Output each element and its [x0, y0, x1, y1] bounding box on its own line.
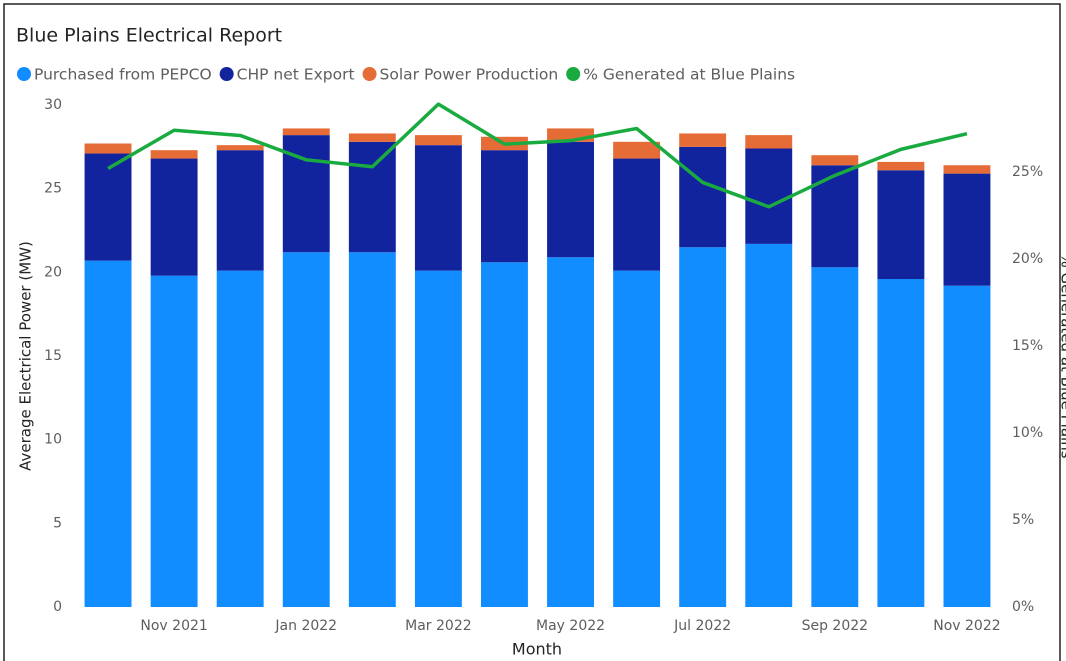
bar-segment — [481, 150, 528, 263]
y-tick-label: 0 — [53, 599, 62, 615]
bar-segment — [943, 285, 991, 607]
legend-marker — [566, 67, 581, 81]
legend-label: % Generated at Blue Plains — [583, 66, 795, 84]
legend-marker — [17, 67, 31, 81]
bar-segment — [84, 143, 132, 154]
chart-title: Blue Plains Electrical Report — [16, 25, 282, 47]
y2-tick-label: 0% — [1012, 599, 1034, 615]
bar-segment — [414, 145, 462, 271]
legend-label: CHP net Export — [237, 66, 355, 84]
y-tick-label: 20 — [44, 264, 62, 280]
y2-tick-label: 20% — [1012, 251, 1043, 267]
bar-segment — [613, 270, 661, 607]
x-tick-label: Nov 2021 — [140, 618, 207, 634]
bar-segment — [84, 260, 132, 607]
legend-label: Solar Power Production — [380, 66, 559, 84]
bar-segment — [811, 155, 859, 166]
x-tick-label: Sep 2022 — [802, 618, 868, 634]
frame — [3, 3, 1061, 661]
x-tick-label: Nov 2022 — [933, 618, 1000, 634]
y-tick-label: 5 — [53, 515, 62, 531]
bar-segment — [745, 148, 793, 244]
bar-segment — [414, 135, 462, 146]
legend-marker — [362, 67, 377, 81]
y2-tick-label: 15% — [1012, 338, 1043, 354]
bar-segment — [150, 150, 198, 159]
y-tick-label: 10 — [44, 432, 62, 448]
bar-segment — [745, 135, 793, 149]
bar-segment — [547, 257, 594, 607]
x-tick-label: Mar 2022 — [405, 618, 472, 634]
bar-segment — [216, 150, 264, 271]
bar-segment — [348, 141, 396, 253]
bar-segment — [216, 145, 264, 151]
bar-segment — [613, 158, 661, 271]
bar-segment — [613, 141, 661, 159]
line — [107, 102, 968, 209]
y2-tick-label: 25% — [1012, 164, 1043, 180]
bar-segment — [348, 252, 396, 607]
x-tick-label: Jan 2022 — [274, 618, 337, 634]
x-tick-label: Jul 2022 — [673, 618, 731, 634]
bar-segment — [216, 270, 264, 607]
bar-segment — [414, 270, 462, 607]
y-tick-label: 15 — [44, 348, 62, 364]
bar-segment — [745, 243, 793, 608]
x-axis-title: Month — [512, 640, 562, 659]
bar-segment — [811, 165, 859, 268]
bar-segment — [877, 161, 925, 171]
legend-label: Purchased from PEPCO — [34, 66, 212, 84]
y-tick-label: 25 — [44, 181, 62, 197]
bar-segment — [811, 267, 859, 607]
bar-segment — [282, 252, 330, 607]
bar-segment — [282, 128, 330, 136]
bar-segment — [943, 165, 991, 174]
bar-segment — [943, 173, 991, 286]
bar-segment — [679, 247, 727, 607]
bar-segment — [348, 133, 396, 142]
bar-segment — [84, 153, 132, 261]
x-tick-label: May 2022 — [536, 618, 605, 634]
bar-segment — [150, 275, 198, 607]
y-axis-title: Average Electrical Power (MW) — [17, 241, 35, 471]
y2-tick-label: 5% — [1012, 512, 1034, 528]
bar-segment — [481, 262, 528, 607]
bar-segment — [679, 146, 727, 248]
legend-marker — [219, 67, 234, 81]
y-tick-label: 30 — [44, 97, 62, 113]
legend: Purchased from PEPCO CHP net Export Solar … — [17, 66, 795, 84]
y2-tick-label: 10% — [1012, 425, 1043, 441]
bar-segment — [679, 133, 727, 147]
bar-segment — [150, 158, 198, 276]
bar-segment — [547, 141, 594, 258]
bar-segment — [877, 170, 925, 280]
bar-segment — [877, 279, 925, 607]
y2-axis-title: % Generated at Blue Plains — [1058, 253, 1066, 458]
